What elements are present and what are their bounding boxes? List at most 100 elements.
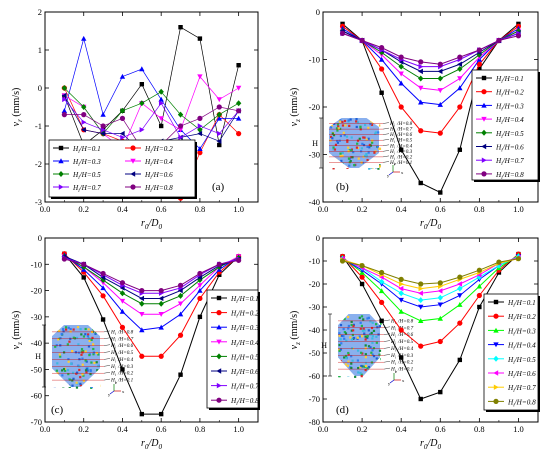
silo-particle bbox=[85, 367, 88, 370]
data-point bbox=[339, 30, 346, 36]
x-tick-label: 0.2 bbox=[357, 424, 368, 434]
silo-particle bbox=[366, 367, 369, 370]
level-label-value: /H=0.2 bbox=[117, 371, 134, 377]
silo-particle bbox=[367, 345, 371, 348]
silo-particle bbox=[364, 356, 367, 359]
silo-particle bbox=[343, 134, 346, 137]
silo-particle bbox=[355, 120, 358, 123]
silo-particle bbox=[363, 136, 366, 139]
silo-particle bbox=[67, 372, 70, 376]
silo-particle bbox=[358, 137, 361, 140]
axis-y-arrow bbox=[388, 171, 394, 176]
data-point bbox=[197, 277, 203, 284]
silo-particle bbox=[376, 146, 379, 149]
legend-marker bbox=[493, 299, 499, 305]
data-point bbox=[81, 35, 87, 41]
silo-particle bbox=[61, 374, 64, 377]
silo-particle bbox=[361, 352, 364, 355]
silo-particle bbox=[344, 124, 347, 127]
level-label-h: Hi bbox=[110, 378, 116, 384]
silo-particle bbox=[365, 155, 368, 158]
panel-label: (a) bbox=[212, 181, 225, 193]
level-label-value: /H=0.4 bbox=[396, 142, 413, 149]
data-point bbox=[197, 146, 203, 151]
legend-label: Hi/H=0.5 bbox=[72, 171, 101, 181]
y-tick-label: 0 bbox=[38, 83, 42, 93]
data-point bbox=[235, 85, 242, 91]
y-tick-label: -40 bbox=[309, 197, 320, 207]
silo-particle bbox=[345, 135, 349, 138]
legend-marker bbox=[481, 157, 487, 163]
level-label-value: /H=0.2 bbox=[397, 360, 414, 366]
silo-particle bbox=[88, 353, 91, 357]
silo-particle bbox=[90, 338, 93, 341]
data-point bbox=[236, 63, 241, 68]
silo-particle bbox=[77, 343, 80, 346]
silo-particle bbox=[377, 167, 380, 170]
series-line bbox=[64, 99, 239, 138]
silo-particle bbox=[349, 160, 352, 163]
silo-particle bbox=[88, 339, 91, 343]
silo-particle bbox=[337, 127, 340, 130]
level-pointer bbox=[103, 351, 111, 353]
data-point bbox=[119, 285, 125, 291]
data-point bbox=[139, 66, 145, 72]
silo-particle bbox=[95, 361, 98, 364]
y-tick-label: -1 bbox=[35, 121, 42, 131]
y-axis-label: vz (mm/s) bbox=[11, 311, 24, 350]
silo-particle bbox=[342, 327, 345, 331]
data-point bbox=[398, 147, 404, 152]
silo-particle bbox=[372, 329, 376, 333]
level-label-value: /H=0.2 bbox=[396, 154, 413, 160]
axis-x-label: x bbox=[401, 170, 404, 175]
silo-particle bbox=[89, 369, 92, 373]
legend-label: Hi/H=0.8 bbox=[507, 398, 536, 408]
data-point bbox=[515, 33, 522, 39]
legend: Hi/H=0.1 Hi/H=0.2 Hi/H=0.3 Hi/H=0.4 Hi/H=0.5… bbox=[206, 289, 260, 410]
legend-marker bbox=[216, 368, 222, 374]
legend-label: Hi/H=0.7 bbox=[230, 383, 259, 393]
silo-particle bbox=[332, 148, 335, 151]
level-pointer bbox=[103, 358, 111, 360]
silo-particle bbox=[338, 334, 341, 337]
legend-label: Hi/H=0.3 bbox=[495, 102, 524, 112]
level-label-value: /H=0.5 bbox=[396, 138, 413, 144]
data-point bbox=[197, 287, 203, 293]
data-point bbox=[100, 274, 106, 281]
legend: Hi/H=0.1 Hi/H=0.2 Hi/H=0.3 Hi/H=0.4 Hi/H=0.5… bbox=[48, 139, 197, 199]
series-line bbox=[342, 253, 519, 400]
data-point bbox=[197, 283, 203, 289]
data-point bbox=[418, 318, 424, 323]
legend-label: Hi/H=0.7 bbox=[495, 157, 524, 167]
legend-label: Hi/H=0.2 bbox=[507, 313, 536, 323]
silo-particle bbox=[356, 349, 360, 352]
legend-label: Hi/H=0.8 bbox=[495, 171, 524, 181]
data-point bbox=[359, 274, 365, 280]
silo-particle bbox=[362, 327, 365, 330]
silo-particle bbox=[360, 375, 363, 378]
data-point bbox=[158, 295, 164, 302]
data-point bbox=[438, 190, 443, 195]
data-point bbox=[100, 317, 106, 322]
silo-particle bbox=[336, 129, 339, 132]
silo-particle bbox=[76, 371, 79, 374]
data-point bbox=[61, 108, 68, 113]
legend-marker bbox=[493, 342, 499, 348]
y-tick-label: 0 bbox=[316, 7, 320, 17]
data-point bbox=[197, 74, 203, 80]
data-point bbox=[476, 283, 483, 289]
top-mask-right bbox=[366, 118, 379, 127]
silo-particle bbox=[350, 329, 353, 332]
data-point bbox=[119, 298, 126, 304]
data-point bbox=[81, 119, 87, 125]
y-tick-label: -20 bbox=[309, 279, 320, 289]
level-pointer bbox=[383, 354, 391, 356]
level-label-value: /H=0.1 bbox=[117, 378, 134, 384]
data-point bbox=[476, 292, 482, 299]
data-point bbox=[177, 292, 184, 299]
silo-particle bbox=[372, 354, 376, 358]
silo-particle bbox=[76, 325, 80, 329]
silo-particle bbox=[367, 137, 370, 140]
legend-marker bbox=[216, 324, 222, 330]
data-point bbox=[457, 85, 463, 91]
